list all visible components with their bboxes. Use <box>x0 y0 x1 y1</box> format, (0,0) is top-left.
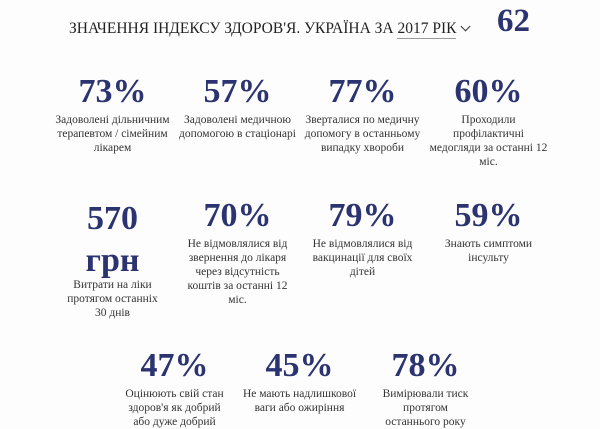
stat-value: 47% <box>140 347 209 384</box>
stat-label: Витрати на ліки протягом останніх 30 дні… <box>67 279 158 319</box>
index-header: ЗНАЧЕННЯ ІНДЕКСУ ЗДОРОВ'Я. УКРАЇНА ЗА 20… <box>69 20 471 39</box>
header-title: ЗНАЧЕННЯ ІНДЕКСУ ЗДОРОВ'Я. УКРАЇНА ЗА <box>69 20 394 37</box>
stat-value: 78% <box>391 347 460 384</box>
stat-card: 59% Знають симптоми інсульту <box>426 198 551 265</box>
stat-card: 45% Не мають надлишкової ваги або ожирінн… <box>237 348 362 415</box>
stat-value: 59% <box>454 197 523 234</box>
stat-label: Задоволені медичною допомогою в стаціона… <box>179 114 296 140</box>
stat-card: 78% Вимірювали тиск протягом останнього р… <box>363 348 488 429</box>
stat-label: Вимірювали тиск протягом останнього року <box>382 388 469 428</box>
stat-card: 79% Не відмовлялися від вакцинації для св… <box>300 198 425 279</box>
stat-label: Оцінюють свій стан здоров'я як добрий аб… <box>125 388 224 428</box>
year-selector[interactable]: 2017 РІК <box>397 20 457 39</box>
stat-label: Не відмовлялися від звернення до лікаря … <box>187 238 288 306</box>
stat-value: 60% <box>454 73 523 110</box>
stat-value: 73% <box>78 73 147 110</box>
stat-value: 45% <box>265 347 334 384</box>
stat-card: 60% Проходили профілактичні медогляди за … <box>426 74 551 169</box>
stat-value: 57% <box>203 73 272 110</box>
stat-value: 77% <box>328 73 397 110</box>
stat-card: 77% Зверталися по медичну допомогу в оста… <box>300 74 425 155</box>
health-index-score: 62 <box>497 3 530 39</box>
stat-card: 47% Оцінюють свій стан здоров'я як добрий… <box>112 348 237 429</box>
stat-card: 57% Задоволені медичною допомогою в стаці… <box>175 74 300 141</box>
stat-value: 570 грн <box>85 200 140 279</box>
stat-card: 570 грн Витрати на ліки протягом останніх… <box>50 198 175 320</box>
stat-label: Не відмовлялися від вакцинації для своїх… <box>312 238 413 278</box>
stat-value: 79% <box>328 197 397 234</box>
stat-label: Проходили профілактичні медогляди за ост… <box>429 114 548 168</box>
stat-label: Знають симптоми інсульту <box>444 238 533 264</box>
stat-label: Задоволені дільничним терапевтом / сімей… <box>55 114 170 154</box>
stat-value: 70% <box>203 197 272 234</box>
stat-label: Зверталися по медичну допомогу в останнь… <box>304 114 421 154</box>
stat-label: Не мають надлишкової ваги або ожиріння <box>242 388 357 414</box>
stat-card: 73% Задоволені дільничним терапевтом / сі… <box>50 74 175 155</box>
chevron-down-icon[interactable] <box>461 21 471 32</box>
stat-card: 70% Не відмовлялися від звернення до ліка… <box>175 198 300 307</box>
